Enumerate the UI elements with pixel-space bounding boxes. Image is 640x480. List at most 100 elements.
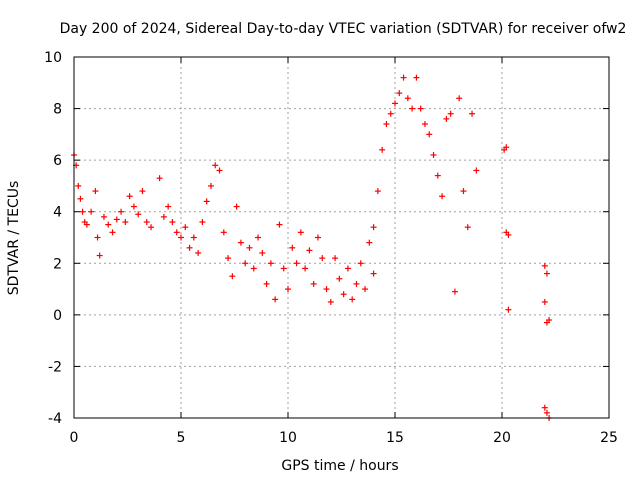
data-point xyxy=(409,105,416,112)
data-point xyxy=(293,260,300,267)
data-point xyxy=(216,167,223,174)
data-point xyxy=(212,162,219,169)
data-point xyxy=(370,224,377,231)
y-axis-label: SDTVAR / TECUs xyxy=(6,181,22,296)
data-point xyxy=(417,105,424,112)
data-point xyxy=(421,121,428,128)
plot-frame xyxy=(73,56,610,419)
data-point xyxy=(139,188,146,195)
data-point xyxy=(126,193,133,200)
axis-ticks: 0 5 10 15 20 25 -4 -2 0 2 4 6 8 10 xyxy=(44,50,618,446)
data-point xyxy=(220,229,227,236)
data-point xyxy=(246,244,253,251)
data-point xyxy=(505,231,512,238)
data-point xyxy=(233,203,240,210)
y-tick-label: -4 xyxy=(48,411,62,427)
data-point xyxy=(143,219,150,226)
data-point xyxy=(543,270,550,277)
data-point xyxy=(148,224,155,231)
data-point xyxy=(336,275,343,282)
data-point xyxy=(195,249,202,256)
data-point xyxy=(451,288,458,295)
data-point xyxy=(541,262,548,269)
data-point xyxy=(430,151,437,158)
data-point xyxy=(469,110,476,117)
data-point xyxy=(165,203,172,210)
data-point xyxy=(447,110,454,117)
data-point xyxy=(207,182,214,189)
data-point xyxy=(302,265,309,272)
data-point xyxy=(473,167,480,174)
data-point xyxy=(169,219,176,226)
data-point xyxy=(242,260,249,267)
data-point xyxy=(541,404,548,411)
data-point xyxy=(314,234,321,241)
data-point xyxy=(464,224,471,231)
data-point xyxy=(456,95,463,102)
data-point xyxy=(370,270,377,277)
data-point xyxy=(77,195,84,202)
data-point xyxy=(319,255,326,262)
data-point xyxy=(118,208,125,215)
data-point xyxy=(83,221,90,228)
data-point xyxy=(105,221,112,228)
data-point xyxy=(340,291,347,298)
data-point xyxy=(396,90,403,97)
data-point xyxy=(94,234,101,241)
data-point xyxy=(267,260,274,267)
data-point xyxy=(426,131,433,138)
data-point xyxy=(344,265,351,272)
data-point xyxy=(460,188,467,195)
x-tick-label: 15 xyxy=(386,430,404,446)
data-point xyxy=(505,306,512,313)
data-point xyxy=(156,175,163,182)
data-point xyxy=(122,219,129,226)
data-point xyxy=(362,286,369,293)
y-tick-label: 6 xyxy=(53,153,62,169)
data-point xyxy=(443,115,450,122)
data-point xyxy=(400,74,407,81)
data-point xyxy=(96,252,103,259)
data-point xyxy=(79,208,86,215)
data-point xyxy=(109,229,116,236)
data-point xyxy=(229,273,236,280)
x-axis-label: GPS time / hours xyxy=(281,458,398,474)
data-point xyxy=(100,213,107,220)
y-tick-label: 8 xyxy=(53,102,62,118)
data-point xyxy=(182,224,189,231)
data-point xyxy=(285,286,291,293)
data-point xyxy=(327,298,334,305)
data-point xyxy=(404,95,411,102)
x-tick-label: 25 xyxy=(600,430,618,446)
data-point xyxy=(160,213,167,220)
y-tick-label: 2 xyxy=(53,256,62,272)
data-point xyxy=(374,188,381,195)
data-point xyxy=(186,244,193,251)
data-point xyxy=(280,265,287,272)
data-point xyxy=(439,193,446,200)
data-point xyxy=(413,74,420,81)
y-tick-label: 0 xyxy=(53,308,62,324)
data-point xyxy=(135,211,142,218)
data-point xyxy=(434,172,441,179)
data-point xyxy=(250,265,257,272)
data-point xyxy=(237,239,244,246)
data-point xyxy=(259,249,266,256)
data-point xyxy=(225,255,232,262)
data-point xyxy=(503,144,510,151)
data-point xyxy=(190,234,197,241)
grid xyxy=(74,57,609,418)
data-point xyxy=(199,219,206,226)
data-point xyxy=(306,247,313,254)
data-point xyxy=(178,234,184,241)
chart-title: Day 200 of 2024, Sidereal Day-to-day VTE… xyxy=(60,21,627,37)
data-point xyxy=(289,244,296,251)
data-point xyxy=(88,208,95,215)
x-tick-label: 5 xyxy=(177,430,186,446)
data-point xyxy=(543,319,550,326)
data-point xyxy=(379,146,386,153)
y-tick-label: 10 xyxy=(44,50,62,66)
data-point xyxy=(366,239,373,246)
data-points xyxy=(71,74,553,421)
